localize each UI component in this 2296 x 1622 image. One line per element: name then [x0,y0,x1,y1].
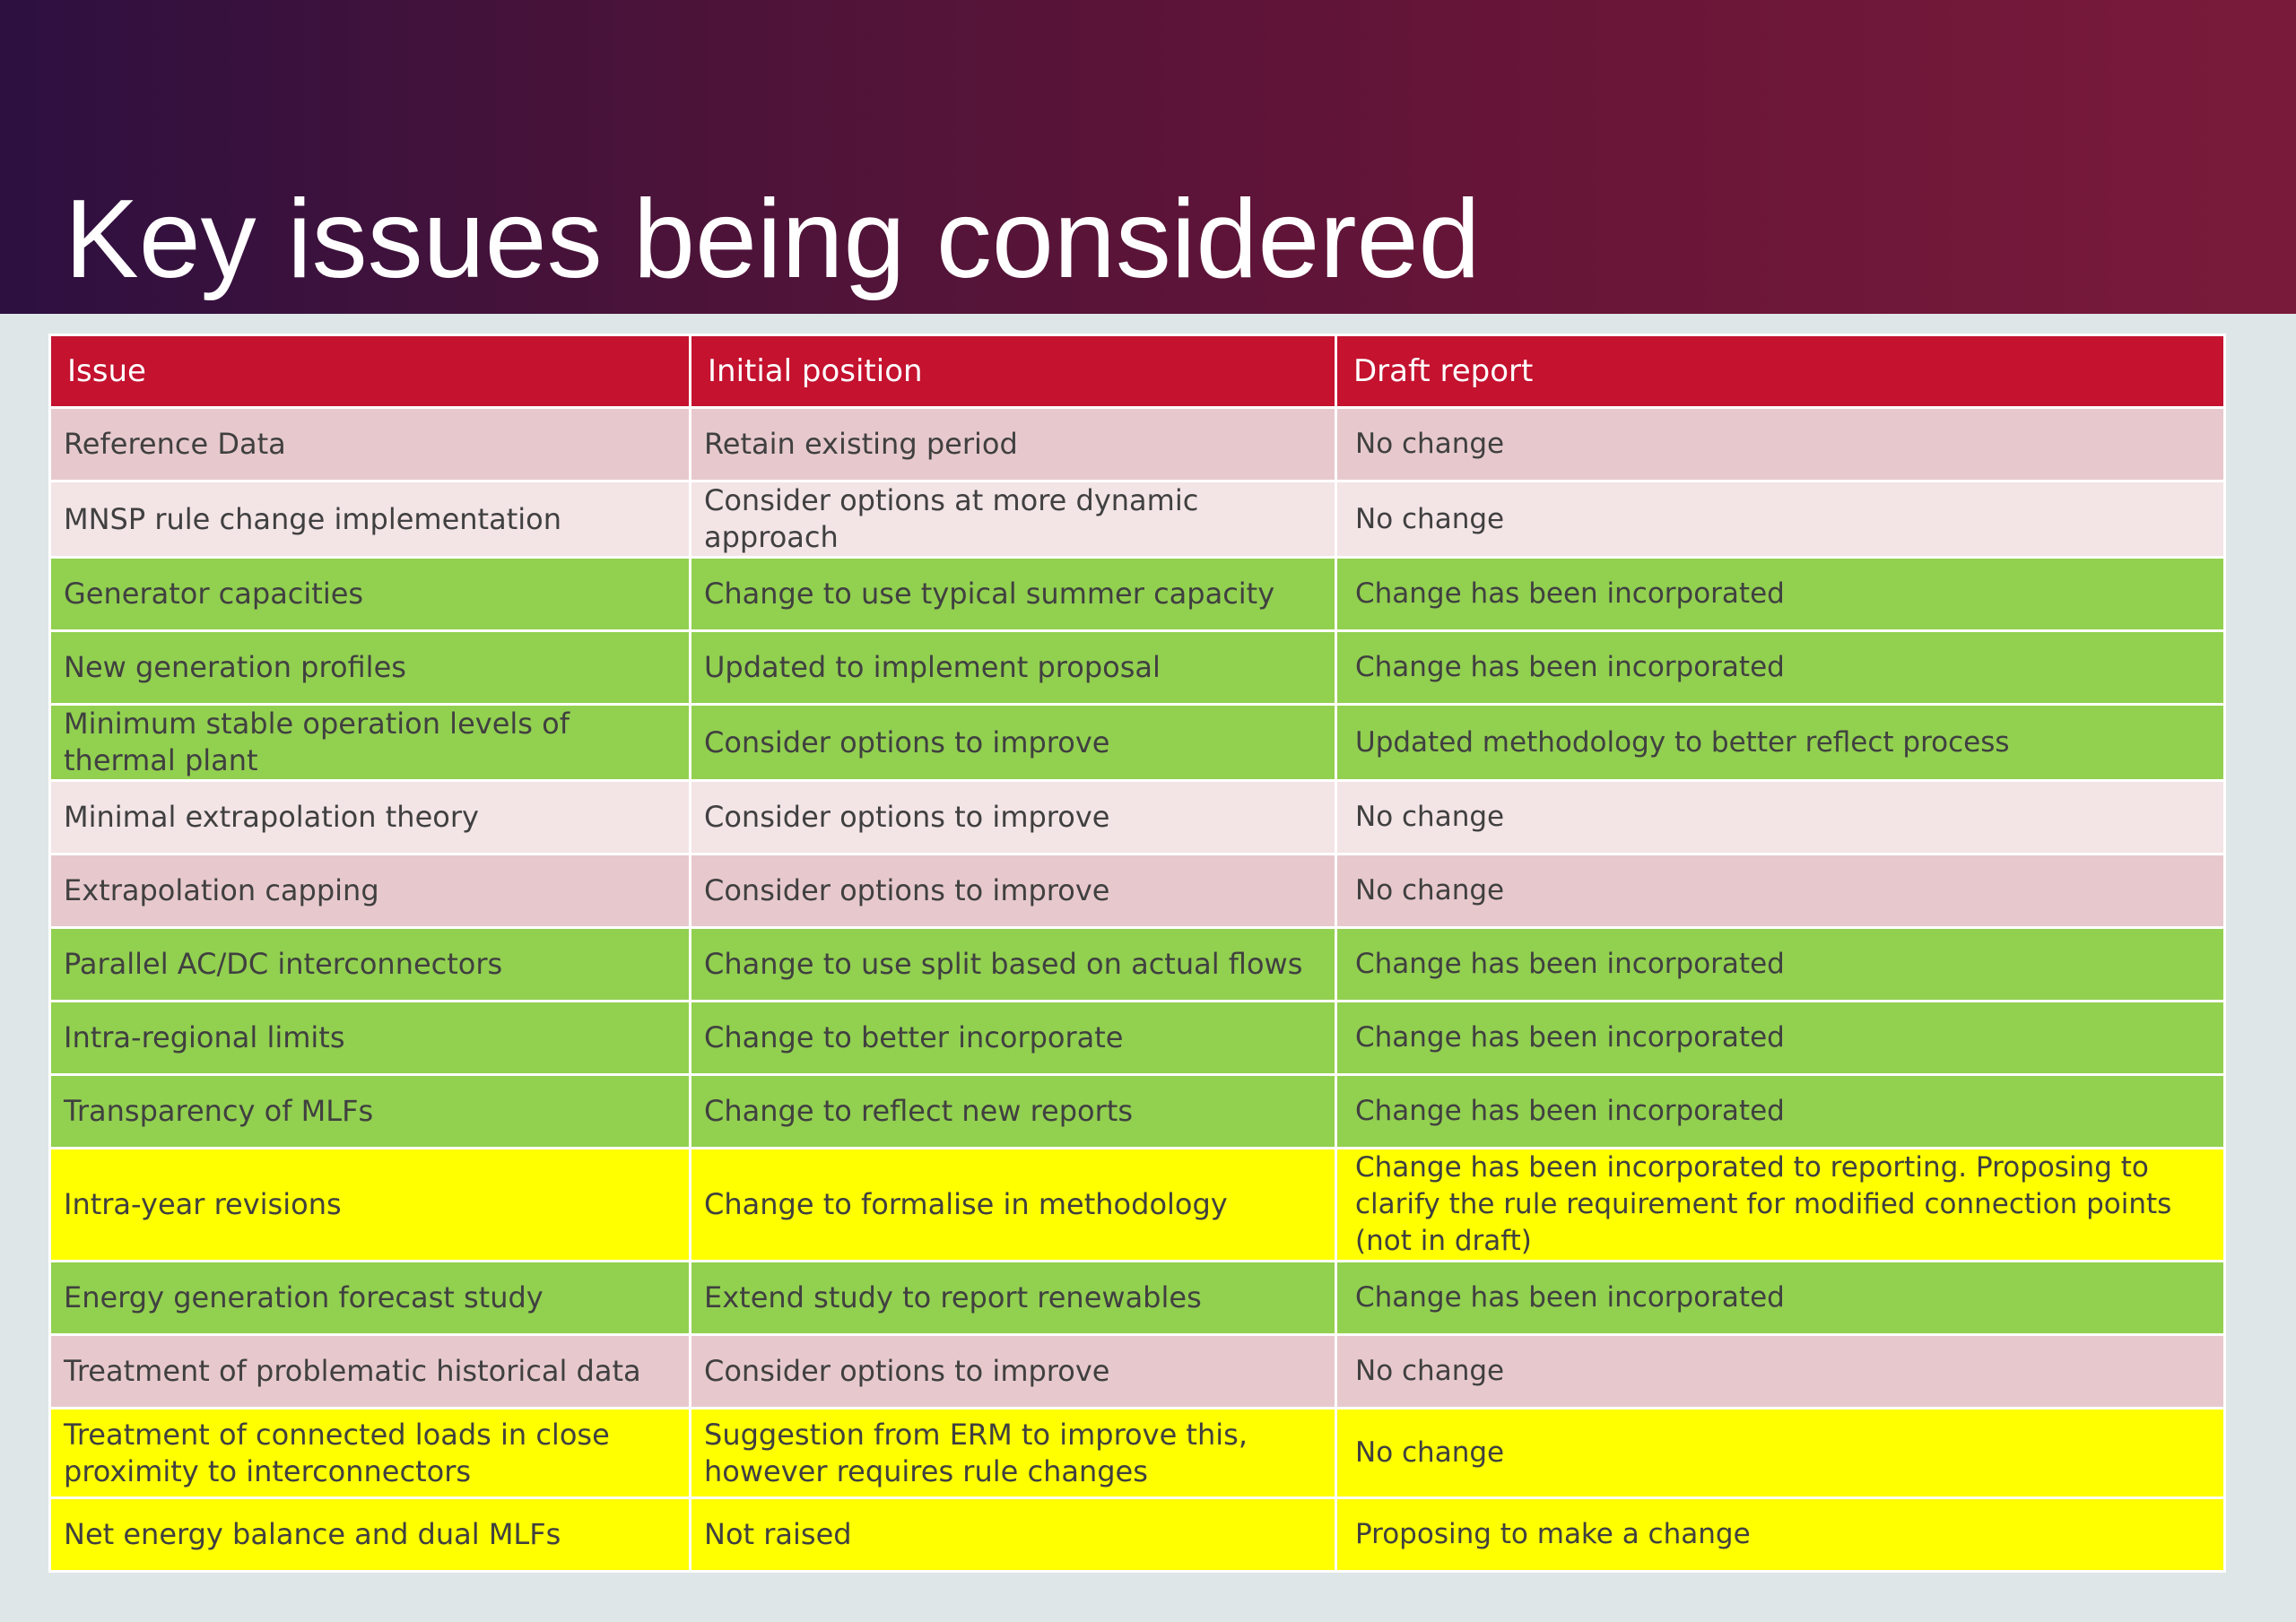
table-row: Generator capacities Change to use typic… [48,556,2226,632]
issue-cell: Intra-regional limits [48,1000,691,1076]
header-initial-position: Initial position [689,334,1337,409]
table-row: Net energy balance and dual MLFs Not rai… [48,1496,2226,1573]
table-row: New generation profiles Updated to imple… [48,629,2226,706]
issue-cell: Parallel AC/DC interconnectors [48,926,691,1002]
table-row: Treatment of problematic historical data… [48,1333,2226,1409]
draft-report-cell: No change [1335,480,2226,559]
title-banner: Key issues being considered [0,0,2296,314]
issue-cell: Treatment of connected loads in close pr… [48,1407,691,1499]
initial-position-cell: Change to reflect new reports [689,1073,1337,1149]
draft-report-cell: No change [1335,779,2226,855]
draft-report-cell: Change has been incorporated [1335,1073,2226,1149]
initial-position-cell: Change to use typical summer capacity [689,556,1337,632]
table-row: Parallel AC/DC interconnectors Change to… [48,926,2226,1002]
initial-position-cell: Consider options to improve [689,853,1337,929]
table-row: Intra-year revisions Change to formalise… [48,1147,2226,1262]
header-draft-report: Draft report [1335,334,2226,409]
initial-position-cell: Change to better incorporate [689,1000,1337,1076]
table-row: Minimal extrapolation theory Consider op… [48,779,2226,855]
draft-report-cell: Proposing to make a change [1335,1496,2226,1573]
initial-position-cell: Retain existing period [689,406,1337,482]
issue-cell: Intra-year revisions [48,1147,691,1262]
initial-position-cell: Consider options to improve [689,703,1337,782]
issue-cell: Minimum stable operation levels of therm… [48,703,691,782]
issue-cell: Energy generation forecast study [48,1260,691,1336]
table-row: MNSP rule change implementation Consider… [48,480,2226,559]
draft-report-cell: No change [1335,853,2226,929]
initial-position-cell: Change to formalise in methodology [689,1147,1337,1262]
header-issue: Issue [48,334,691,409]
initial-position-cell: Consider options to improve [689,779,1337,855]
issue-cell: MNSP rule change implementation [48,480,691,559]
draft-report-cell: Change has been incorporated [1335,629,2226,706]
table-row: Treatment of connected loads in close pr… [48,1407,2226,1499]
initial-position-cell: Suggestion from ERM to improve this, how… [689,1407,1337,1499]
issue-cell: New generation profiles [48,629,691,706]
draft-report-cell: Change has been incorporated [1335,926,2226,1002]
initial-position-cell: Change to use split based on actual flow… [689,926,1337,1002]
draft-report-cell: Change has been incorporated [1335,1260,2226,1336]
table-row: Transparency of MLFs Change to reflect n… [48,1073,2226,1149]
issue-cell: Transparency of MLFs [48,1073,691,1149]
table-header-row: Issue Initial position Draft report [48,334,2226,409]
issue-cell: Minimal extrapolation theory [48,779,691,855]
issue-cell: Generator capacities [48,556,691,632]
initial-position-cell: Extend study to report renewables [689,1260,1337,1336]
draft-report-cell: No change [1335,1407,2226,1499]
draft-report-cell: Change has been incorporated to reportin… [1335,1147,2226,1262]
draft-report-cell: No change [1335,406,2226,482]
page-title: Key issues being considered [65,178,1481,301]
issues-table-container: Issue Initial position Draft report Refe… [48,334,2226,1573]
issue-cell: Reference Data [48,406,691,482]
initial-position-cell: Consider options at more dynamic approac… [689,480,1337,559]
draft-report-cell: Updated methodology to better reflect pr… [1335,703,2226,782]
initial-position-cell: Updated to implement proposal [689,629,1337,706]
issue-cell: Extrapolation capping [48,853,691,929]
table-row: Reference Data Retain existing period No… [48,406,2226,482]
draft-report-cell: No change [1335,1333,2226,1409]
table-row: Extrapolation capping Consider options t… [48,853,2226,929]
table-row: Energy generation forecast study Extend … [48,1260,2226,1336]
draft-report-cell: Change has been incorporated [1335,1000,2226,1076]
table-row: Intra-regional limits Change to better i… [48,1000,2226,1076]
table-row: Minimum stable operation levels of therm… [48,703,2226,782]
issue-cell: Treatment of problematic historical data [48,1333,691,1409]
issues-table: Issue Initial position Draft report Refe… [48,334,2226,1573]
initial-position-cell: Not raised [689,1496,1337,1573]
draft-report-cell: Change has been incorporated [1335,556,2226,632]
issue-cell: Net energy balance and dual MLFs [48,1496,691,1573]
initial-position-cell: Consider options to improve [689,1333,1337,1409]
